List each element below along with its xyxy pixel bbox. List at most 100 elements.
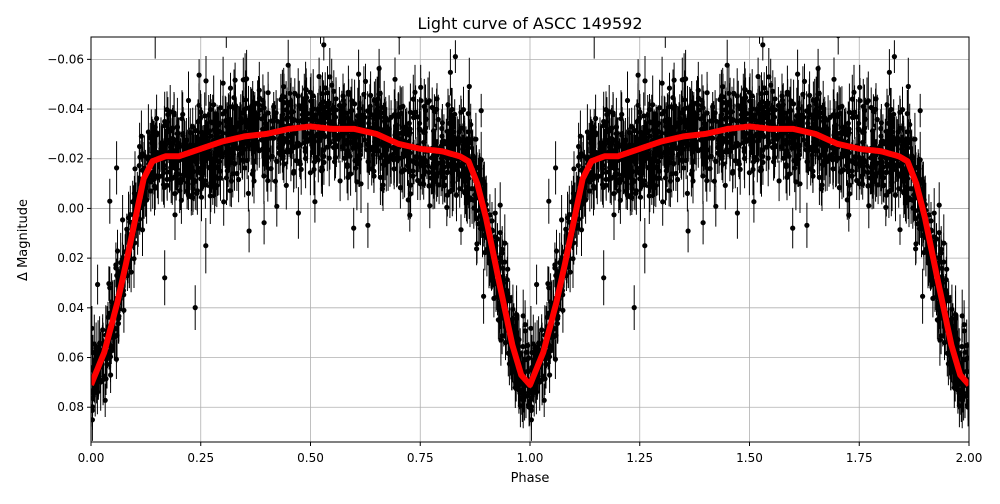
data-point <box>260 126 266 132</box>
data-point <box>731 90 737 96</box>
data-point <box>192 305 198 311</box>
data-point <box>832 123 838 129</box>
x-tick-label: 1.00 <box>517 451 544 465</box>
data-point <box>341 102 347 108</box>
data-point <box>474 241 480 247</box>
data-point <box>349 120 355 126</box>
data-point <box>269 153 275 159</box>
data-point <box>466 140 472 146</box>
data-point <box>889 179 895 185</box>
data-point <box>257 107 263 113</box>
data-point <box>646 128 652 134</box>
data-point <box>763 90 770 96</box>
data-point <box>413 154 419 160</box>
data-point <box>361 91 367 97</box>
data-point <box>152 151 158 157</box>
data-point <box>435 116 441 123</box>
data-point <box>678 157 684 163</box>
data-point <box>766 140 772 146</box>
data-point <box>909 152 915 158</box>
data-point <box>431 180 437 186</box>
data-point <box>451 129 457 135</box>
data-point <box>902 187 908 194</box>
data-point <box>445 102 451 108</box>
data-point <box>779 93 785 99</box>
data-point <box>528 390 534 396</box>
data-point <box>250 149 256 155</box>
data-point <box>793 179 799 185</box>
data-point <box>378 114 384 120</box>
data-point <box>708 153 714 159</box>
data-point <box>481 293 487 299</box>
data-point <box>422 107 429 114</box>
data-point <box>285 109 291 115</box>
data-point <box>504 287 510 293</box>
data-point <box>394 155 400 162</box>
data-point <box>593 115 599 122</box>
data-point <box>563 226 569 232</box>
x-tick-label: 1.50 <box>736 451 763 465</box>
data-point <box>356 106 362 112</box>
data-point <box>396 37 402 39</box>
data-point <box>97 340 103 346</box>
data-point <box>890 134 896 140</box>
data-point <box>433 142 439 148</box>
data-point <box>805 120 811 126</box>
data-point <box>376 65 382 72</box>
data-point <box>818 110 824 116</box>
data-point <box>670 95 676 101</box>
data-point <box>302 148 308 155</box>
data-point <box>422 169 428 175</box>
data-point <box>204 135 210 141</box>
data-point <box>808 112 814 118</box>
data-point <box>886 189 892 195</box>
data-point <box>890 129 896 135</box>
data-point <box>228 178 234 184</box>
y-tick-label: 0.02 <box>57 251 84 265</box>
data-point <box>552 262 558 268</box>
data-point <box>452 54 458 60</box>
data-point <box>547 372 553 378</box>
data-point <box>190 142 196 148</box>
data-point <box>862 116 869 122</box>
data-point <box>238 115 244 121</box>
data-point <box>815 65 821 72</box>
data-point <box>468 122 474 128</box>
data-point <box>884 102 890 108</box>
data-point <box>195 119 201 125</box>
data-point <box>797 181 803 187</box>
data-point <box>831 76 837 82</box>
data-point <box>591 124 597 130</box>
data-point <box>726 133 733 139</box>
data-point <box>289 118 295 124</box>
data-point <box>813 101 819 107</box>
data-point <box>366 120 372 126</box>
data-point <box>820 105 826 111</box>
data-point <box>491 472 496 477</box>
data-point <box>869 153 875 159</box>
data-point <box>613 131 619 137</box>
data-point <box>629 186 635 192</box>
data-point <box>261 173 267 179</box>
data-point <box>174 158 180 164</box>
data-point <box>700 173 706 179</box>
data-point <box>851 89 857 95</box>
data-point <box>749 93 755 99</box>
data-point <box>337 117 343 123</box>
data-point <box>641 182 648 188</box>
data-point <box>274 203 280 209</box>
data-point <box>555 315 561 322</box>
data-point <box>631 158 637 164</box>
data-point <box>303 155 309 162</box>
data-point <box>207 151 213 157</box>
data-point <box>130 199 136 205</box>
data-point <box>374 101 380 107</box>
data-point <box>730 170 736 176</box>
data-point <box>733 118 740 124</box>
data-point <box>162 141 168 147</box>
data-point <box>772 142 778 148</box>
data-point <box>412 89 418 95</box>
data-point <box>965 402 969 408</box>
data-point <box>816 90 822 97</box>
data-point <box>899 107 906 113</box>
